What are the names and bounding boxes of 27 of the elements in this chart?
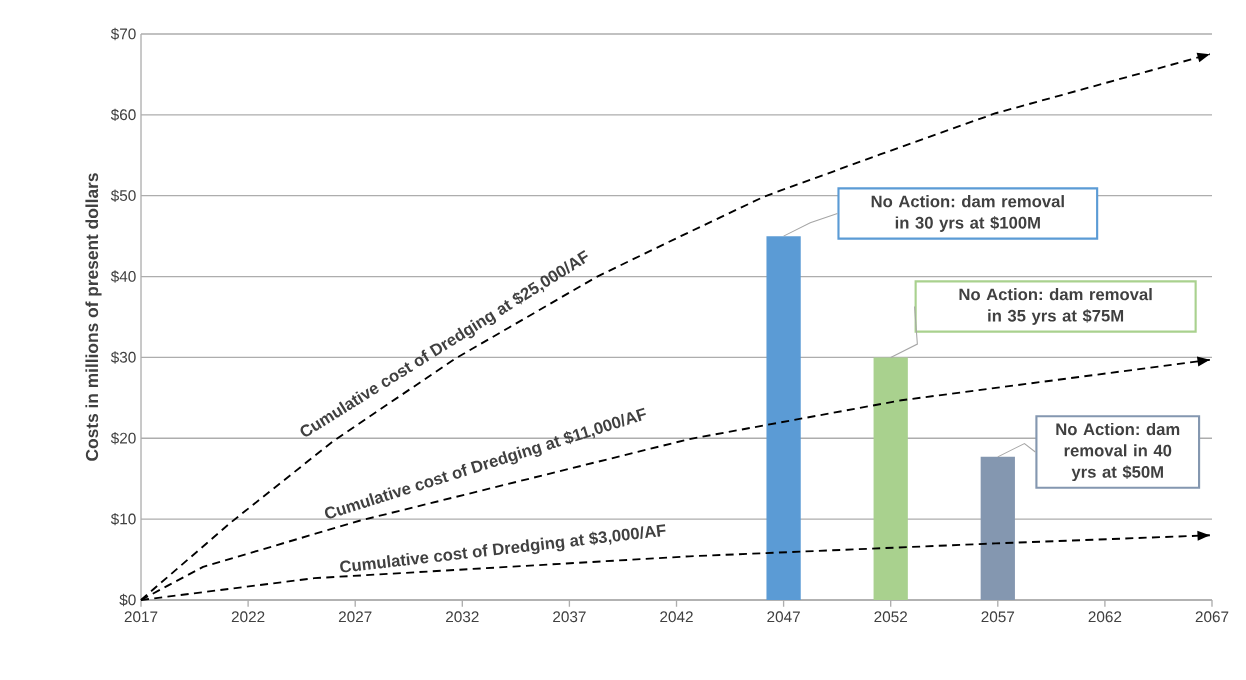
x-tick-label: 2052 — [874, 611, 907, 623]
x-tick-label: 2067 — [1195, 611, 1229, 623]
y-tick-label: $0 — [119, 593, 136, 607]
y-tick-label: $50 — [110, 189, 136, 202]
x-tick-label: 2047 — [767, 611, 800, 623]
x-tick-label: 2042 — [660, 611, 693, 623]
y-tick-label: $70 — [110, 27, 136, 41]
x-tick-label: 2017 — [124, 611, 158, 623]
x-tick-label: 2037 — [553, 611, 586, 623]
bar — [873, 357, 908, 600]
x-tick-label: 2032 — [446, 611, 479, 623]
x-tick-label: 2057 — [981, 611, 1015, 623]
y-tick-label: $40 — [110, 270, 136, 283]
annotation: No Action: dam removal in 30 yrs at $100M — [871, 195, 1064, 232]
y-tick-label: $10 — [110, 512, 136, 526]
x-tick-label: 2062 — [1088, 611, 1122, 623]
y-tick-label: $30 — [110, 351, 136, 364]
annotation: No Action: dam removal in 35 yrs at $75M — [959, 288, 1152, 325]
y-tick-label: $60 — [110, 108, 136, 122]
x-tick-label: 2027 — [338, 611, 372, 623]
annotation: No Action: dam removal in 40 yrs at $50M — [1056, 422, 1180, 482]
x-tick-label: 2022 — [231, 611, 265, 623]
y-tick-label: $20 — [110, 432, 136, 445]
bar — [980, 456, 1015, 600]
y-axis-title: Costs in millions of present dollars — [85, 173, 102, 461]
text: Cumulative cost of Dredging at $3,000/AF — [340, 524, 666, 573]
bar — [766, 236, 801, 600]
